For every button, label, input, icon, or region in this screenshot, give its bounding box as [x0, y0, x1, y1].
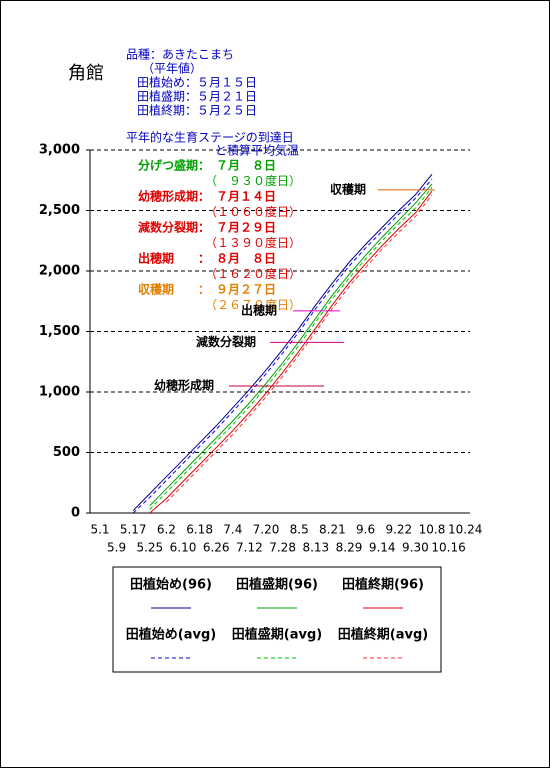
x-tick-label: 6.26: [203, 541, 230, 555]
legend-label: 田植始め(avg): [126, 627, 216, 643]
stage-label: 減数分裂期: [196, 334, 256, 349]
stage-note: （１６２０度日）: [205, 266, 301, 281]
stage-note: （１０６０度日）: [205, 204, 301, 219]
y-tick-label: 2,000: [39, 264, 80, 279]
legend-label: 田植終期(96): [342, 577, 424, 593]
series-line: [132, 178, 433, 514]
x-tick-label: 9.14: [369, 541, 396, 555]
x-tick-label: 9.30: [402, 541, 429, 555]
stage-note: 減数分裂期： ７月２９日: [138, 220, 276, 235]
x-tick-label: 9.6: [356, 523, 375, 537]
stage-note: 出穂期 ： ８月 ８日: [138, 251, 276, 266]
info: 田植終期：５月２５日: [137, 103, 257, 118]
series-line: [149, 190, 433, 514]
legend-label: 田植盛期(96): [236, 577, 318, 593]
x-tick-label: 6.18: [186, 523, 213, 537]
y-tick-label: 1,500: [39, 324, 80, 339]
series-line: [149, 187, 433, 510]
info: 田植始め：５月１５日: [137, 75, 257, 90]
stage-note: 幼穂形成期： ７月１４日: [138, 189, 276, 204]
x-tick-label: 10.16: [431, 541, 465, 555]
x-tick-label: 5.9: [107, 541, 126, 555]
y-tick-label: 2,500: [39, 203, 80, 218]
x-tick-label: 9.22: [385, 523, 412, 537]
stage-label: 出穂期: [241, 302, 277, 317]
x-tick-label: 5.1: [90, 523, 109, 537]
x-tick-label: 8.5: [290, 523, 309, 537]
stage-note: （ ９３０度日）: [205, 173, 301, 188]
series-line: [132, 173, 433, 511]
info: 品種：あきたこまち: [126, 48, 234, 62]
chart-title: 平年的な生育ステージの到達日: [126, 130, 294, 145]
x-tick-label: 8.13: [302, 541, 329, 555]
stage-note: 収穫期 ： ９月２７日: [138, 282, 276, 297]
legend-label: 田植終期(avg): [338, 627, 428, 643]
x-tick-label: 10.24: [448, 523, 482, 537]
x-tick-label: 7.12: [236, 541, 263, 555]
y-tick-label: 0: [71, 506, 80, 521]
x-tick-label: 10.8: [419, 523, 446, 537]
x-tick-label: 7.28: [269, 541, 296, 555]
x-tick-label: 7.4: [223, 523, 242, 537]
x-tick-label: 5.17: [120, 523, 147, 537]
x-tick-label: 8.29: [336, 541, 363, 555]
x-tick-label: 7.20: [253, 523, 280, 537]
chart-subtitle: と積算平均気温: [215, 143, 299, 158]
station: 角館: [68, 63, 104, 84]
stage-note: （２６７０度日）: [205, 297, 301, 312]
y-tick-label: 1,000: [39, 385, 80, 400]
info: （平年値）: [142, 61, 202, 76]
x-tick-label: 6.2: [157, 523, 176, 537]
stage-label: 幼穂形成期: [154, 377, 214, 392]
stage-note: 分げつ盛期： ７月 ８日: [138, 158, 276, 173]
x-tick-label: 6.10: [170, 541, 197, 555]
info: 田植盛期：５月２１日: [137, 89, 257, 104]
legend-box: [112, 566, 442, 673]
stage-label: 収穫期: [330, 181, 366, 196]
legend-label: 田植盛期(avg): [232, 627, 322, 643]
legend-label: 田植始め(96): [130, 577, 212, 593]
x-tick-label: 5.25: [136, 541, 163, 555]
y-tick-label: 500: [53, 445, 80, 460]
x-tick-label: 8.21: [319, 523, 346, 537]
stage-note: （１３９０度日）: [205, 235, 301, 250]
y-tick-label: 3,000: [39, 143, 80, 158]
series-line: [166, 194, 433, 503]
series-line: [149, 183, 433, 507]
